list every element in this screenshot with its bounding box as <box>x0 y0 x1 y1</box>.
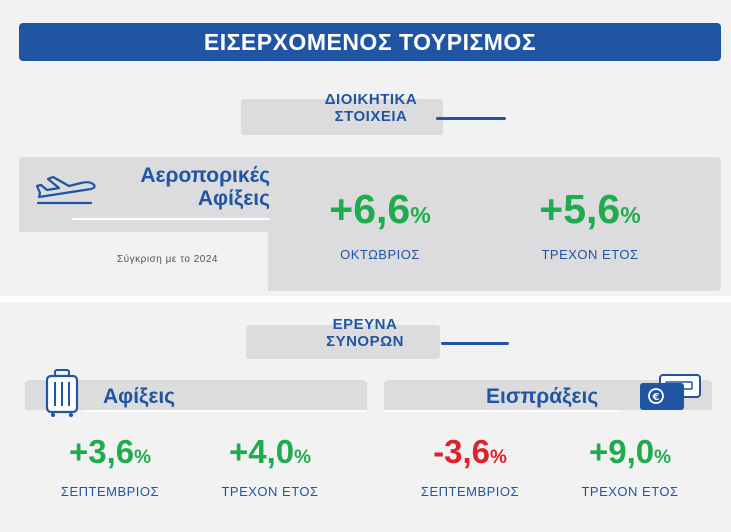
receipts-panel-body <box>384 410 712 517</box>
arrivals-current-year-label: ΤΡΕΧΟΝ ΕΤΟΣ <box>221 484 319 499</box>
receipts-september-unit: % <box>489 447 507 468</box>
section2-header-pill <box>246 325 440 359</box>
arrivals-heading: Αφίξεις <box>103 385 176 408</box>
receipts-september-value: -3,6% <box>400 433 540 471</box>
receipts-current-year-label: ΤΡΕΧΟΝ ΕΤΟΣ <box>581 484 679 499</box>
section2-header: ΕΡΕΥΝΑ ΣΥΝΟΡΩΝ <box>290 316 440 350</box>
october-label: ΟΚΤΩΒΡΙΟΣ <box>340 247 420 262</box>
euro-card-icon: € <box>640 374 701 410</box>
section1-header-line2: ΣΤΟΙΧΕΙΑ <box>334 108 408 125</box>
section1-header-pill <box>241 99 443 135</box>
arrivals-heading-rule <box>86 410 367 412</box>
receipts-current-year-unit: % <box>654 447 672 468</box>
section2-header-line1: ΕΡΕΥΝΑ <box>332 316 398 333</box>
page-title: ΕΙΣΕΡΧΟΜΕΝΟΣ ΤΟΥΡΙΣΜΟΣ <box>19 23 721 61</box>
air-arrivals-heading: Αεροπορικές Αφίξεις <box>104 164 270 210</box>
current-year-air-label: ΤΡΕΧΟΝ ΕΤΟΣ <box>541 247 639 262</box>
current-year-air-number: +5,6 <box>539 186 621 232</box>
section1-header-rule <box>436 117 506 120</box>
arrivals-current-year-number: +4,0 <box>228 433 295 470</box>
airplane-icon <box>35 175 96 205</box>
october-change-unit: % <box>410 202 431 228</box>
october-change-number: +6,6 <box>329 186 411 232</box>
arrivals-september-label: ΣΕΠΤΕΜΒΡΙΟΣ <box>60 484 160 499</box>
arrivals-september-unit: % <box>134 447 152 468</box>
arrivals-september-number: +3,6 <box>68 433 135 470</box>
current-year-air-value: +5,6% <box>505 186 675 233</box>
air-arrivals-heading-rule <box>72 218 270 220</box>
receipts-current-year-number: +9,0 <box>588 433 655 470</box>
receipts-heading: Εισπράξεις <box>486 385 599 408</box>
october-change-value: +6,6% <box>300 186 460 233</box>
section1-header-line1: ΔΙΟΙΚΗΤΙΚΑ <box>324 91 418 108</box>
arrivals-september-value: +3,6% <box>40 433 180 471</box>
receipts-current-year-value: +9,0% <box>560 433 700 471</box>
receipts-september-label: ΣΕΠΤΕΜΒΡΙΟΣ <box>420 484 520 499</box>
arrivals-current-year-value: +4,0% <box>200 433 340 471</box>
arrivals-current-year-unit: % <box>294 447 312 468</box>
section1-header: ΔΙΟΙΚΗΤΙΚΑ ΣΤΟΙΧΕΙΑ <box>291 91 451 125</box>
section2-header-line2: ΣΥΝΟΡΩΝ <box>326 333 404 350</box>
air-arrivals-heading-line2: Αφίξεις <box>197 187 270 210</box>
air-arrivals-panel-cutout <box>19 232 268 296</box>
arrivals-panel-body <box>25 410 367 517</box>
receipts-september-number: -3,6 <box>433 433 490 470</box>
svg-text:€: € <box>652 392 660 403</box>
current-year-air-unit: % <box>620 202 641 228</box>
air-arrivals-heading-line1: Αεροπορικές <box>140 164 270 187</box>
section2-header-rule <box>441 342 509 345</box>
receipts-heading-rule <box>384 410 618 412</box>
suitcase-icon <box>45 369 79 417</box>
comparison-note: Σύγκριση με το 2024 <box>117 254 218 265</box>
